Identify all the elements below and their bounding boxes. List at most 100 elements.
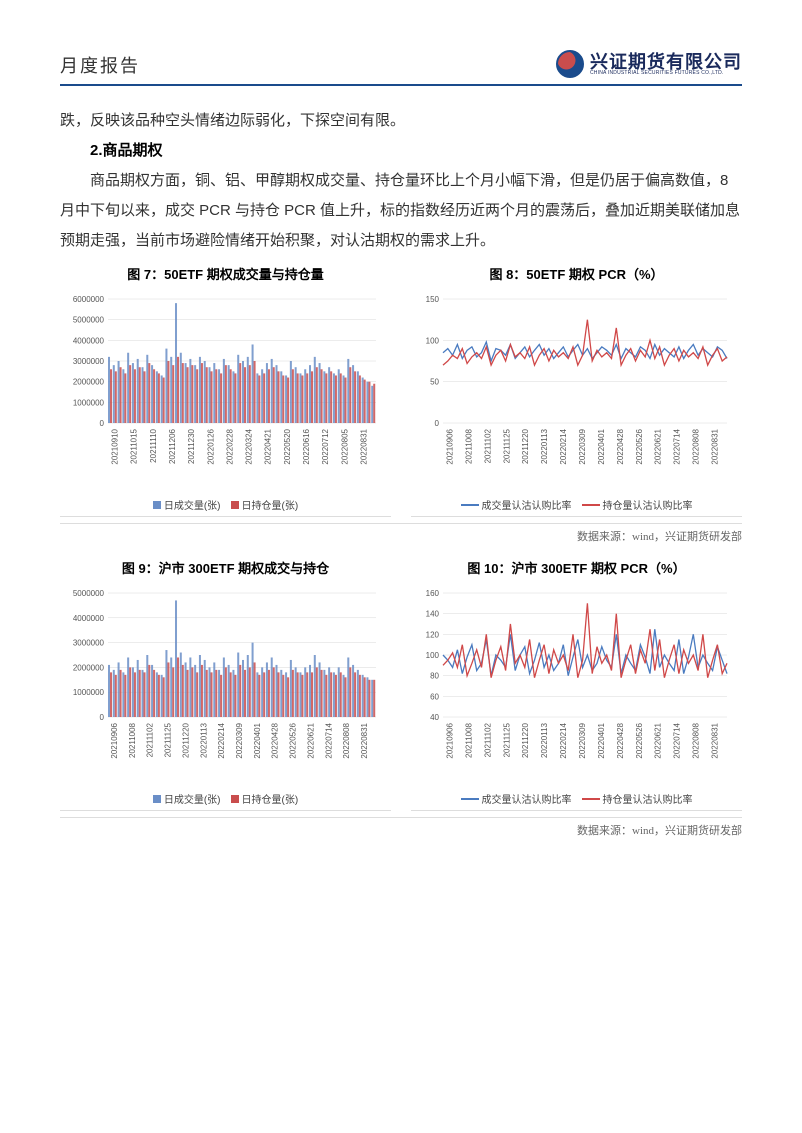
svg-text:60: 60 — [430, 692, 439, 701]
svg-text:20211110: 20211110 — [149, 428, 158, 462]
svg-text:5000000: 5000000 — [73, 589, 105, 598]
svg-text:20211220: 20211220 — [521, 428, 530, 464]
fig8-title: 图 8：50ETF 期权 PCR（%） — [411, 264, 742, 283]
svg-text:20211102: 20211102 — [483, 428, 492, 463]
svg-text:160: 160 — [426, 589, 440, 598]
chart-9: 0 1000000 2000000 3000000 4000000 5000000 2021… — [60, 587, 391, 811]
legend-7b: 日持仓量(张) — [242, 497, 299, 512]
svg-text:20211220: 20211220 — [181, 722, 190, 758]
svg-text:20220808: 20220808 — [692, 428, 701, 464]
svg-text:20220214: 20220214 — [559, 428, 568, 464]
svg-text:2000000: 2000000 — [73, 378, 105, 387]
svg-text:20220309: 20220309 — [578, 428, 587, 464]
chart7-legend: 日成交量(张) 日持仓量(张) — [60, 497, 391, 512]
svg-text:20220421: 20220421 — [264, 428, 273, 464]
svg-text:4000000: 4000000 — [73, 614, 105, 623]
svg-text:6000000: 6000000 — [73, 295, 105, 304]
svg-text:20211125: 20211125 — [502, 428, 511, 463]
svg-text:120: 120 — [426, 630, 440, 639]
chart-7: 0 1000000 2000000 3000000 4000000 5000000 6000… — [60, 293, 391, 517]
svg-text:20220113: 20220113 — [199, 722, 208, 758]
svg-text:20211102: 20211102 — [483, 722, 492, 757]
svg-text:20211008: 20211008 — [464, 428, 473, 464]
paragraph-2: 商品期权方面，铜、铝、甲醇期权成交量、持仓量环比上个月小幅下滑，但是仍居于偏高数… — [60, 166, 742, 256]
fig7-title: 图 7：50ETF 期权成交量与持仓量 — [60, 264, 391, 283]
svg-text:3000000: 3000000 — [73, 357, 105, 366]
chart-10: 40 60 80 100 120 140 160 20210906 20211008 202111… — [411, 587, 742, 811]
svg-text:20220714: 20220714 — [324, 722, 333, 758]
svg-text:20211008: 20211008 — [128, 722, 137, 758]
svg-text:20220526: 20220526 — [635, 428, 644, 464]
svg-text:20220428: 20220428 — [616, 428, 625, 464]
svg-text:5000000: 5000000 — [73, 316, 105, 325]
fig9-title: 图 9：沪市 300ETF 期权成交与持仓 — [60, 558, 391, 577]
svg-text:20220228: 20220228 — [225, 428, 234, 464]
svg-text:20220808: 20220808 — [692, 722, 701, 758]
svg-text:20220831: 20220831 — [360, 722, 369, 758]
svg-text:140: 140 — [426, 610, 440, 619]
svg-text:20220831: 20220831 — [711, 722, 720, 758]
svg-text:20220526: 20220526 — [635, 722, 644, 758]
svg-text:20220621: 20220621 — [306, 722, 315, 758]
source-2: 数据来源：wind，兴证期货研发部 — [60, 817, 742, 838]
svg-text:20210906: 20210906 — [445, 722, 454, 758]
section-heading-2: 2.商品期权 — [60, 136, 742, 166]
svg-text:20220831: 20220831 — [359, 428, 368, 464]
svg-text:20211206: 20211206 — [168, 428, 177, 464]
svg-text:1000000: 1000000 — [73, 688, 105, 697]
svg-text:20210906: 20210906 — [110, 722, 119, 758]
report-title: 月度报告 — [60, 52, 140, 78]
svg-text:20210910: 20210910 — [111, 428, 120, 464]
svg-text:20220428: 20220428 — [271, 722, 280, 758]
svg-text:0: 0 — [100, 419, 105, 428]
svg-text:2000000: 2000000 — [73, 663, 105, 672]
legend-9a: 日成交量(张) — [164, 791, 221, 806]
svg-text:3000000: 3000000 — [73, 639, 105, 648]
svg-text:20220214: 20220214 — [217, 722, 226, 758]
svg-text:20211125: 20211125 — [502, 722, 511, 757]
svg-text:20220714: 20220714 — [673, 722, 682, 758]
legend-8a: 成交量认沽认购比率 — [482, 497, 572, 512]
svg-text:20220324: 20220324 — [245, 428, 254, 464]
svg-text:1000000: 1000000 — [73, 398, 105, 407]
svg-text:100: 100 — [426, 336, 440, 345]
chart9-legend: 日成交量(张) 日持仓量(张) — [60, 791, 391, 806]
svg-text:20220831: 20220831 — [711, 428, 720, 464]
svg-text:100: 100 — [426, 651, 440, 660]
svg-text:40: 40 — [430, 713, 439, 722]
legend-8b: 持仓量认沽认购比率 — [603, 497, 693, 512]
svg-text:20211015: 20211015 — [130, 428, 139, 464]
svg-text:80: 80 — [430, 672, 439, 681]
chart8-legend: 成交量认沽认购比率 持仓量认沽认购比率 — [411, 497, 742, 512]
svg-text:20220401: 20220401 — [597, 722, 606, 758]
svg-text:0: 0 — [100, 713, 105, 722]
source-1: 数据来源：wind，兴证期货研发部 — [60, 523, 742, 544]
svg-text:0: 0 — [435, 419, 440, 428]
svg-text:20220621: 20220621 — [654, 428, 663, 464]
svg-text:20220808: 20220808 — [342, 722, 351, 758]
svg-text:20220526: 20220526 — [289, 722, 298, 758]
svg-text:20220401: 20220401 — [597, 428, 606, 464]
paragraph-continuation: 跌，反映该品种空头情绪边际弱化，下探空间有限。 — [60, 106, 742, 136]
legend-9b: 日持仓量(张) — [242, 791, 299, 806]
logo-cn: 兴证期货有限公司 — [590, 53, 742, 71]
svg-text:20220805: 20220805 — [340, 428, 349, 464]
svg-text:20220214: 20220214 — [559, 722, 568, 758]
svg-text:20211125: 20211125 — [164, 722, 173, 757]
svg-text:20211008: 20211008 — [464, 722, 473, 758]
svg-text:4000000: 4000000 — [73, 336, 105, 345]
svg-text:20220616: 20220616 — [302, 428, 311, 464]
svg-text:20220309: 20220309 — [235, 722, 244, 758]
chart-8: 0501001502021090620211008202111022021112… — [411, 293, 742, 517]
svg-text:20220309: 20220309 — [578, 722, 587, 758]
svg-text:20211102: 20211102 — [146, 722, 155, 757]
svg-text:20210906: 20210906 — [445, 428, 454, 464]
svg-text:20220714: 20220714 — [673, 428, 682, 464]
svg-text:20220113: 20220113 — [540, 428, 549, 464]
svg-text:150: 150 — [426, 295, 440, 304]
fig10-title: 图 10：沪市 300ETF 期权 PCR（%） — [411, 558, 742, 577]
legend-10b: 持仓量认沽认购比率 — [603, 791, 693, 806]
svg-text:20220621: 20220621 — [654, 722, 663, 758]
svg-text:20220126: 20220126 — [206, 428, 215, 464]
svg-text:20211220: 20211220 — [521, 722, 530, 758]
